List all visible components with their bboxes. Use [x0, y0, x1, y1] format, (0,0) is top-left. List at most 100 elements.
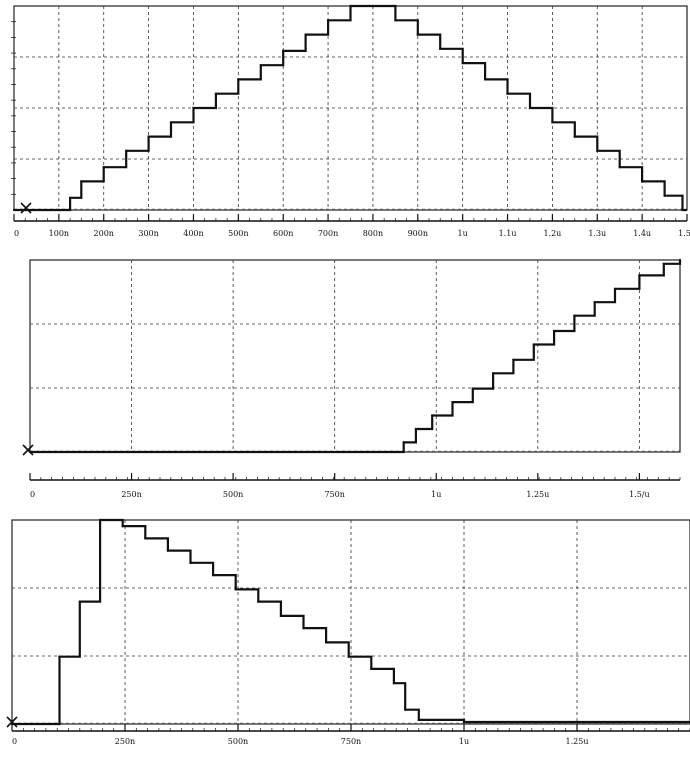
waveform-point [12, 208, 16, 212]
x-tick-label: 800n [363, 229, 383, 238]
x-tick-label: 0 [14, 229, 19, 238]
waveform-series-1 [30, 260, 682, 454]
waveform-point [512, 358, 515, 361]
waveform-point [461, 62, 464, 65]
waveform-point [462, 720, 466, 724]
waveform-point [681, 208, 684, 212]
x-tick-label: 500n [228, 737, 248, 746]
waveform-point [166, 549, 169, 552]
waveform-point [282, 49, 285, 53]
waveform-point [506, 92, 509, 95]
waveform-point [417, 718, 420, 722]
x-tick-label: 750n [324, 490, 344, 499]
waveform-point [78, 600, 81, 603]
waveform-point [214, 92, 217, 95]
x-tick-label: 1u [458, 229, 468, 238]
waveform-point [121, 525, 124, 528]
waveform-point [573, 135, 576, 138]
x-tick-label: 900n [408, 229, 428, 238]
x-tick-label: 0 [30, 490, 35, 499]
waveform-point [370, 667, 373, 671]
waveform-point [641, 180, 644, 183]
origin-cursor-marker [6, 716, 18, 728]
waveform-point [638, 274, 641, 277]
waveform-point [492, 372, 495, 375]
waveform-point [678, 258, 682, 262]
waveform-point [99, 518, 102, 522]
waveform-point [327, 19, 330, 22]
waveform-point [279, 614, 282, 618]
waveform-point [394, 450, 397, 454]
waveform-point [573, 314, 576, 317]
waveform-point [613, 287, 617, 290]
waveform-point [302, 627, 305, 630]
waveform-point [325, 641, 328, 644]
panel-1: 0 100n 200n 300n 400n 500n 600n 700n 800n 900n 1u 1… [11, 4, 690, 238]
x-tick-label: 1.25u [566, 737, 589, 746]
waveform-point [28, 450, 32, 454]
waveform-point [404, 708, 407, 711]
waveform-point [371, 4, 374, 8]
waveform-point [394, 19, 397, 22]
panel-3: 0 250n 500n 750n 1u 1.25u [6, 518, 690, 746]
waveform-point [10, 722, 14, 726]
waveform-point [80, 180, 83, 183]
panel-2: 0 250n 500n 750n 1u 1.25u 1.5/u [22, 258, 682, 499]
x-tick-label: 750n [341, 737, 361, 746]
x-tick-label: 1.1u [499, 229, 517, 238]
waveform-point [553, 329, 556, 333]
x-tick-label: 700n [318, 229, 338, 238]
waveform-series-1 [14, 4, 687, 212]
waveform-point [439, 47, 442, 50]
x-tick-label: 1.5/u [629, 490, 650, 499]
waveform-point [471, 387, 474, 390]
waveform-point [416, 33, 419, 36]
x-tick-label: 500n [223, 490, 243, 499]
waveform-point [593, 301, 596, 304]
waveform-point [69, 196, 72, 199]
waveform-point [144, 537, 147, 540]
waveform-point [304, 33, 307, 36]
x-tick-label: 1.5u [678, 229, 690, 238]
waveform-point [431, 414, 434, 417]
waveform-point [147, 135, 150, 138]
x-tick-label: 1u [431, 490, 441, 499]
waveform-point [125, 149, 128, 152]
waveform-point [192, 106, 195, 110]
waveform-point [102, 166, 105, 169]
waveform-point [402, 441, 405, 444]
waveform-point [484, 78, 487, 81]
waveform-point [259, 64, 262, 67]
x-tick-label: 1.3u [588, 229, 606, 238]
origin-cursor-marker [22, 444, 34, 456]
waveform-point [169, 121, 173, 124]
x-tick-label: 300n [138, 229, 158, 238]
waveform-point [414, 427, 417, 431]
plot-frame [29, 259, 681, 453]
waveform-point [596, 149, 599, 152]
x-tick-label: 1.4u [633, 229, 651, 238]
waveform-point [237, 78, 240, 81]
waveform-point [618, 166, 621, 169]
origin-cursor-marker [20, 202, 32, 214]
waveform-point [392, 682, 395, 685]
x-tick-label: 1.2u [543, 229, 561, 238]
x-tick-label: 200n [94, 229, 114, 238]
x-tick-label: 500n [228, 229, 248, 238]
waveform-point [528, 106, 532, 110]
x-tick-label: 100n [49, 229, 69, 238]
waveform-point [189, 561, 192, 564]
waveform-point [234, 588, 237, 591]
x-tick-label: 1.25u [526, 490, 549, 499]
waveform-point [532, 343, 535, 346]
x-tick-label: 250n [121, 490, 141, 499]
waveform-point [257, 600, 260, 603]
waveform-point [56, 722, 59, 726]
waveform-series-1 [12, 518, 690, 726]
waveform-point [60, 208, 63, 212]
x-tick-label: 0 [12, 737, 17, 746]
x-tick-label: 400n [183, 229, 203, 238]
waveform-point [58, 655, 61, 658]
waveform-point [349, 4, 352, 8]
